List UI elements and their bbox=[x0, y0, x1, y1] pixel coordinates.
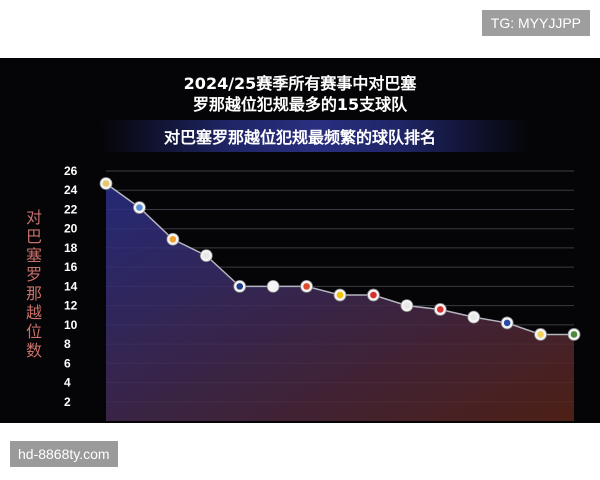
y-tick-label: 16 bbox=[64, 260, 78, 274]
y-tick-label: 26 bbox=[64, 164, 78, 178]
data-point-badge bbox=[436, 306, 444, 313]
y-tick-label: 10 bbox=[64, 318, 78, 332]
y-tick-label: 24 bbox=[64, 183, 78, 197]
chart-title-line2: 罗那越位犯规最多的15支球队 bbox=[192, 95, 408, 114]
data-point-badge bbox=[236, 283, 244, 290]
y-tick-label: 12 bbox=[64, 299, 78, 313]
data-point-badge bbox=[303, 283, 310, 290]
y-tick-label: 6 bbox=[64, 356, 71, 370]
y-tick-label: 2 bbox=[64, 395, 71, 409]
data-point-badge bbox=[102, 180, 110, 187]
area-fill bbox=[106, 183, 574, 421]
data-point-badge bbox=[470, 313, 478, 321]
data-point-badge bbox=[503, 319, 511, 327]
chart-subtitle: 对巴塞罗那越位犯规最频繁的球队排名 bbox=[163, 128, 436, 147]
y-tick-label: 8 bbox=[64, 337, 71, 351]
watermark-bottom: hd-8868ty.com bbox=[10, 441, 118, 467]
data-point-badge bbox=[370, 291, 377, 299]
y-tick-label: 4 bbox=[64, 376, 71, 390]
data-point-badge bbox=[570, 331, 578, 338]
subtitle-band bbox=[100, 120, 530, 152]
y-tick-label: 22 bbox=[64, 202, 78, 216]
data-point-badge bbox=[169, 235, 177, 243]
y-axis-label: 对巴塞罗那越位数 bbox=[25, 208, 42, 360]
watermark-top: TG: MYYJJPP bbox=[481, 10, 590, 36]
y-tick-label: 14 bbox=[64, 279, 78, 293]
data-point-badge bbox=[336, 291, 344, 299]
y-tick-label: 18 bbox=[64, 241, 78, 255]
data-point-badge bbox=[202, 252, 210, 259]
data-point-badge bbox=[537, 331, 544, 338]
data-point-badge bbox=[269, 283, 277, 290]
y-tick-label: 20 bbox=[64, 222, 78, 236]
chart-panel: 2024/25赛季所有赛事中对巴塞 罗那越位犯规最多的15支球队 对巴塞罗那越位… bbox=[0, 58, 600, 423]
chart-title-line1: 2024/25赛季所有赛事中对巴塞 bbox=[183, 74, 417, 93]
data-point-badge bbox=[403, 302, 411, 309]
data-point-badge bbox=[136, 204, 143, 211]
